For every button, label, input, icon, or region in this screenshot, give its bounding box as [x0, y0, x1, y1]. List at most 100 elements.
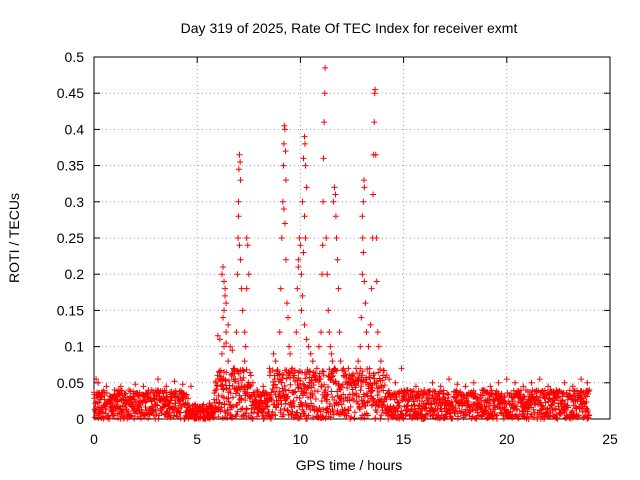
data-point: [298, 271, 305, 278]
data-point: [218, 350, 225, 357]
data-point: [392, 379, 399, 386]
data-point: [237, 177, 244, 184]
data-point: [313, 365, 320, 372]
data-point: [332, 191, 339, 198]
data-point: [272, 358, 279, 365]
data-point: [362, 300, 369, 307]
data-point: [375, 343, 382, 350]
data-point: [372, 151, 379, 158]
data-point: [233, 329, 240, 336]
data-point: [281, 122, 288, 129]
data-point: [329, 358, 336, 365]
data-point: [545, 383, 552, 390]
data-point: [370, 191, 377, 198]
data-point: [171, 378, 178, 385]
y-tick-label: 0.5: [65, 49, 85, 65]
data-point: [289, 365, 296, 372]
data-point: [221, 343, 228, 350]
data-point: [373, 278, 380, 285]
x-tick-label: 20: [499, 431, 515, 447]
data-point: [368, 285, 375, 292]
data-point: [454, 381, 461, 388]
x-tick-label: 5: [193, 431, 201, 447]
data-point: [220, 314, 226, 321]
data-point: [286, 343, 293, 350]
y-tick-label: 0.05: [57, 375, 84, 391]
data-point: [300, 249, 307, 256]
data-point: [487, 383, 494, 390]
data-point: [192, 401, 199, 408]
data-point: [325, 307, 332, 314]
data-point: [295, 256, 302, 263]
data-point: [285, 314, 292, 321]
y-tick-label: 0.25: [57, 230, 84, 246]
data-point: [282, 148, 289, 155]
data-point: [282, 256, 289, 263]
data-point: [315, 343, 322, 350]
data-point: [132, 381, 139, 388]
data-point: [377, 358, 384, 365]
data-point: [330, 198, 337, 205]
data-point: [386, 376, 393, 383]
data-point: [234, 271, 241, 278]
data-point: [321, 90, 328, 97]
data-point: [287, 350, 294, 357]
data-point: [301, 133, 308, 140]
data-point: [299, 292, 306, 299]
data-point: [363, 329, 370, 336]
axis-ticks: 0 0.05 0.1 0.15 0.2 0.25 0.3 0.35 0.4 0.45 0.5 0 5 10…: [57, 49, 618, 447]
data-point: [238, 285, 245, 292]
data-point: [237, 158, 244, 165]
data-point: [311, 372, 318, 379]
y-tick-label: 0.15: [57, 302, 84, 318]
data-point: [578, 376, 585, 383]
data-point: [103, 383, 110, 390]
data-point: [360, 198, 367, 205]
data-point: [93, 376, 100, 383]
data-point: [302, 235, 309, 241]
data-point: [235, 166, 242, 173]
data-point: [243, 285, 250, 292]
data-point: [249, 379, 256, 386]
data-point: [299, 198, 306, 205]
y-tick-label: 0.3: [65, 194, 85, 210]
data-point: [528, 379, 535, 386]
data-point: [221, 307, 228, 314]
y-tick-label: 0.35: [57, 158, 84, 174]
data-point: [242, 343, 249, 350]
data-point: [245, 271, 252, 278]
baseline-noise-markers: [91, 365, 593, 422]
data-point: [280, 162, 287, 169]
data-point: [361, 184, 368, 191]
data-point: [326, 329, 333, 336]
data-point: [218, 271, 225, 278]
data-point: [569, 383, 576, 390]
data-point: [188, 383, 195, 390]
data-point: [301, 321, 308, 328]
data-point: [300, 155, 307, 162]
data-point: [221, 278, 228, 285]
data-point: [334, 256, 341, 263]
data-point: [239, 307, 246, 314]
data-point: [307, 350, 314, 357]
data-point: [372, 86, 379, 93]
data-point: [216, 336, 223, 343]
x-tick-label: 0: [90, 431, 98, 447]
data-point: [429, 379, 436, 386]
data-point: [553, 387, 560, 394]
plot-frame: [93, 56, 611, 420]
data-point: [225, 321, 232, 328]
data-point: [320, 198, 327, 205]
data-points: [93, 64, 593, 408]
data-point: [303, 184, 310, 191]
data-point: [126, 387, 133, 394]
data-point: [333, 235, 340, 241]
data-point: [305, 343, 312, 350]
data-point: [584, 379, 591, 386]
data-point: [282, 177, 289, 184]
data-point: [231, 365, 238, 372]
data-point: [223, 300, 230, 307]
data-point: [298, 307, 305, 314]
data-point: [225, 358, 232, 365]
data-point: [295, 263, 302, 270]
